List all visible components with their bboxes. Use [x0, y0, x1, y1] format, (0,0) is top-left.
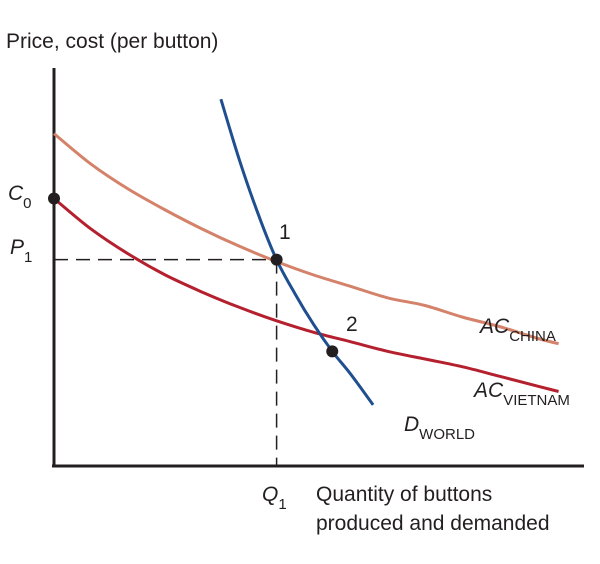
c0-tick-label: C0 [8, 182, 32, 212]
x-axis-label-line1: Quantity of buttons [316, 483, 492, 506]
ac-vietnam-label: ACVIETNAM [472, 379, 570, 409]
point-2-label: 2 [346, 313, 358, 336]
c0-point [48, 192, 60, 205]
p1-tick-label: P1 [10, 236, 32, 266]
d-world-curve [219, 98, 375, 406]
ac-china-label: ACCHINA [478, 315, 556, 345]
equilibrium-point-1 [270, 253, 283, 266]
y-axis-label: Price, cost (per button) [6, 30, 218, 53]
ac-vietnam-curve [53, 197, 559, 393]
d-world-label: DWORLD [404, 413, 475, 443]
ac-china-curve [53, 132, 559, 346]
point-1-label: 1 [279, 221, 291, 244]
x-axis-label-line2: produced and demanded [316, 512, 550, 535]
equilibrium-point-2 [326, 345, 339, 358]
q1-tick-label: Q1 [262, 483, 287, 513]
